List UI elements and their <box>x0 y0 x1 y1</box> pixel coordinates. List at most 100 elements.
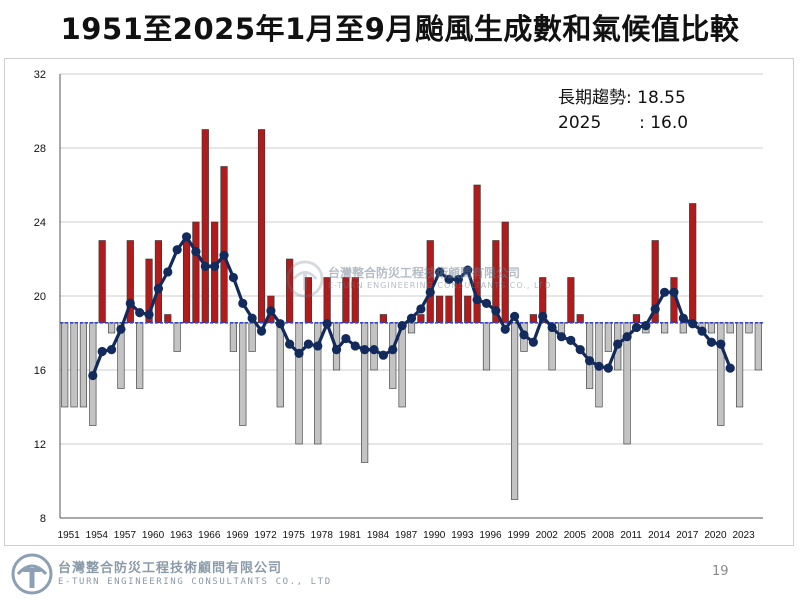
point-1980 <box>331 345 342 355</box>
running-mean-series <box>88 232 735 381</box>
point-2013 <box>641 321 651 331</box>
bar-1975 <box>286 258 294 324</box>
bar-2021 <box>717 322 725 426</box>
bar-1976 <box>295 322 303 445</box>
bar-2022 <box>726 322 734 334</box>
point-1967 <box>210 261 220 271</box>
bar-1955 <box>98 240 106 324</box>
bar-2025 <box>754 322 762 371</box>
bar-2020 <box>707 322 716 334</box>
point-1981 <box>341 333 351 344</box>
x-tick-label: 1978 <box>311 530 334 541</box>
trend-annotation-long-term: 長期趨勢: 18.55 <box>558 88 686 108</box>
y-tick-label: 28 <box>34 143 46 155</box>
bar-1959 <box>136 322 144 389</box>
x-tick-label: 1960 <box>142 530 165 541</box>
bar-1988 <box>407 322 416 334</box>
x-tick-label: 1966 <box>198 530 221 541</box>
bar-1985 <box>379 314 387 324</box>
point-2006 <box>575 345 585 355</box>
bar-1991 <box>436 295 444 324</box>
bar-1971 <box>248 322 256 352</box>
bar-1960 <box>145 258 153 324</box>
point-1963 <box>172 245 182 255</box>
point-1979 <box>322 319 332 329</box>
bar-1974 <box>276 322 284 408</box>
bar-1986 <box>389 322 397 389</box>
point-2018 <box>688 319 698 329</box>
y-tick-label: 12 <box>34 439 46 451</box>
bar-2001 <box>529 314 537 324</box>
point-2000 <box>519 330 529 340</box>
point-2007 <box>584 356 595 366</box>
point-2004 <box>556 332 567 342</box>
point-1997 <box>491 306 501 316</box>
bar-1953 <box>79 322 88 408</box>
x-tick-label: 1969 <box>226 530 249 541</box>
point-1968 <box>219 250 229 260</box>
point-1975 <box>285 339 295 349</box>
bar-1962 <box>164 314 172 324</box>
x-tick-label: 2011 <box>620 530 642 541</box>
bar-1952 <box>70 322 78 408</box>
bar-2004 <box>557 322 566 334</box>
point-1984 <box>369 345 379 355</box>
point-1959 <box>135 308 145 318</box>
bar-1967 <box>211 221 219 324</box>
x-tick-label: 2005 <box>564 530 587 541</box>
point-1988 <box>406 313 417 323</box>
bar-2006 <box>576 314 584 324</box>
bar-2009 <box>604 322 612 352</box>
bar-1969 <box>229 322 237 352</box>
point-1982 <box>350 341 360 351</box>
watermark-company-cn: 台灣整合防災工程技術顧問有限公司 <box>328 266 521 280</box>
point-1956 <box>106 345 117 355</box>
point-1978 <box>313 341 323 351</box>
point-2015 <box>659 287 670 297</box>
point-1991 <box>435 267 445 277</box>
point-2008 <box>594 361 604 371</box>
point-1966 <box>200 261 210 271</box>
bar-1963 <box>173 322 181 352</box>
point-1987 <box>397 321 407 331</box>
company-logo-icon <box>11 553 53 595</box>
point-1971 <box>247 313 257 323</box>
bar-1951 <box>61 322 69 408</box>
bar-2005 <box>567 277 575 324</box>
footer-company-cn: 台灣整合防災工程技術顧問有限公司 <box>58 561 283 576</box>
point-1970 <box>238 298 248 308</box>
point-1954 <box>88 370 98 381</box>
bar-1956 <box>107 322 116 334</box>
page-number: 19 <box>712 564 729 579</box>
x-tick-label: 1987 <box>395 530 418 541</box>
bar-2024 <box>745 322 753 334</box>
point-1955 <box>97 346 107 357</box>
point-1958 <box>125 298 135 308</box>
axes: 8 12 16 20 24 28 32 1951 1954 1957 1960 1963 1966 196… <box>34 69 763 541</box>
bar-2012 <box>632 314 641 324</box>
watermark-company-en: E-TURN ENGINEERING CONSULTANTS CO., LTD <box>328 281 552 290</box>
point-1996 <box>481 298 492 308</box>
point-2014 <box>650 304 660 314</box>
point-1965 <box>191 247 201 257</box>
watermark-logo-icon <box>286 260 324 298</box>
point-2011 <box>622 332 632 342</box>
x-tick-label: 1999 <box>507 530 530 541</box>
point-1962 <box>163 267 173 277</box>
point-1992 <box>444 274 454 284</box>
bar-1999 <box>511 322 519 500</box>
point-1977 <box>303 339 313 349</box>
bar-2018 <box>689 203 697 324</box>
point-1995 <box>472 295 482 305</box>
x-tick-label: 2017 <box>676 530 699 541</box>
x-tick-label: 2014 <box>648 530 671 541</box>
point-2012 <box>631 322 642 333</box>
y-tick-label: 20 <box>34 291 46 303</box>
point-2001 <box>528 337 538 347</box>
point-1973 <box>266 306 276 316</box>
point-1969 <box>228 272 239 283</box>
point-1976 <box>294 348 304 358</box>
point-2003 <box>547 322 557 333</box>
x-tick-label: 1990 <box>423 530 446 541</box>
